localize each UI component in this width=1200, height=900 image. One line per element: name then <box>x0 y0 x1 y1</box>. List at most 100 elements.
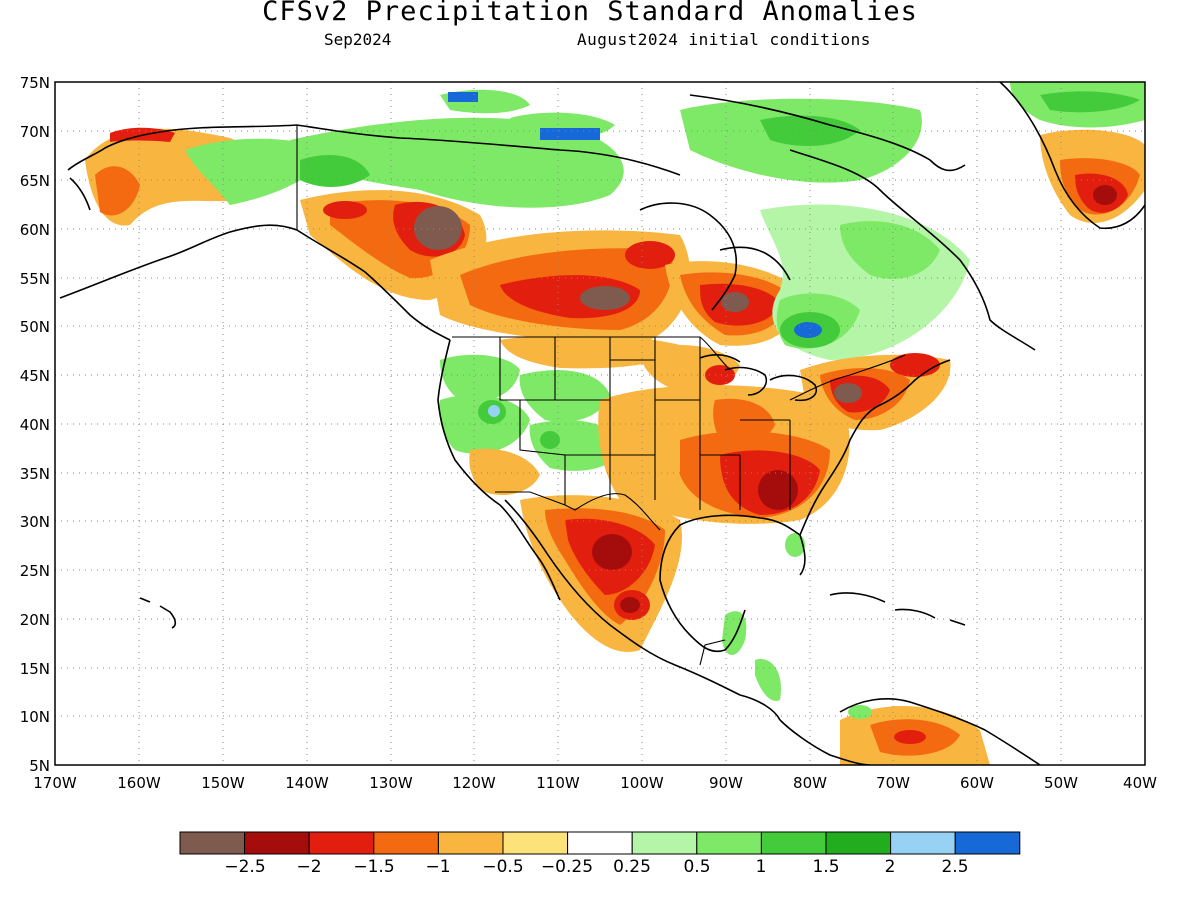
coastlines <box>59 82 1145 765</box>
anomaly-alaska-wet <box>185 138 330 205</box>
legend-swatch <box>244 831 310 855</box>
lat-label: 60N <box>20 221 50 239</box>
lon-label: 100W <box>620 774 664 792</box>
coastline-hawaii <box>139 597 177 629</box>
legend-label: −2 <box>296 857 321 877</box>
lon-label: 160W <box>117 774 161 792</box>
lat-label: 5N <box>29 757 50 775</box>
lat-label: 25N <box>20 562 50 580</box>
legend-label: −2.5 <box>224 857 265 877</box>
anomaly-manitoba-red <box>625 241 675 269</box>
legend-swatch <box>825 831 892 855</box>
legend-swatch <box>179 831 246 855</box>
lon-label: 80W <box>793 774 827 792</box>
legend-swatches <box>179 831 1021 855</box>
coastline-central-america <box>779 719 871 765</box>
lat-label: 35N <box>20 465 50 483</box>
map-frame <box>54 81 1146 766</box>
lat-label: 15N <box>20 660 50 678</box>
anomaly-quebec-wet-blue <box>794 322 822 338</box>
legend-swatch <box>954 831 1021 855</box>
anomaly-arctic-blue-2 <box>448 92 478 102</box>
lat-label: 10N <box>20 708 50 726</box>
lat-label: 50N <box>20 318 50 336</box>
coastline-hudson-bay <box>639 202 791 311</box>
legend-swatch <box>631 831 698 855</box>
coastline-south-america <box>839 698 1041 765</box>
coastline-greenland <box>999 82 1145 230</box>
border-mexico-guatemala <box>699 639 726 666</box>
political-borders <box>296 125 906 666</box>
legend-label: −1 <box>425 857 450 877</box>
legend-label: −1.5 <box>353 857 394 877</box>
valid-month-label: Sep2024 <box>324 30 392 49</box>
coastline-mexico-west <box>499 499 741 696</box>
anomaly-prairies-dry-core <box>580 286 630 310</box>
anomaly-canada-north-wet-core <box>300 155 370 187</box>
lon-label: 90W <box>709 774 743 792</box>
anomaly-southeast-dry-darkred <box>758 470 798 510</box>
lon-label: 70W <box>876 774 910 792</box>
anomaly-yukon-red <box>323 201 367 219</box>
lat-label: 75N <box>20 74 50 92</box>
anomaly-greenland-wet-mid <box>1040 91 1140 113</box>
legend-label: 2.5 <box>941 857 968 877</box>
legend-label: −0.5 <box>482 857 523 877</box>
anomaly-nw-canada-dry-core <box>414 206 462 250</box>
anomaly-labrador-wet <box>840 221 940 279</box>
lat-label: 70N <box>20 123 50 141</box>
longitude-labels: 170W 160W 150W 140W 130W 120W 110W 100W … <box>33 774 1157 792</box>
lon-label: 40W <box>1123 774 1157 792</box>
map-plot-area <box>54 81 1146 766</box>
legend-label: −0.25 <box>541 857 593 877</box>
anomaly-rockies-wet <box>519 370 610 422</box>
lon-label: 110W <box>536 774 580 792</box>
anomaly-ontario-dry-core <box>721 292 749 312</box>
lon-label: 150W <box>201 774 245 792</box>
state-lines <box>499 337 791 510</box>
map-title: CFSv2 Precipitation Standard Anomalies <box>262 0 918 27</box>
anomaly-greenland-south-dry-darkred <box>1093 185 1117 205</box>
anomaly-great-basin-wet <box>439 395 530 454</box>
lat-label: 65N <box>20 172 50 190</box>
legend-label: 0.25 <box>613 857 651 877</box>
border-us-mexico <box>495 491 661 531</box>
lon-label: 170W <box>33 774 77 792</box>
coastline-canada-west <box>296 229 451 341</box>
anomaly-california-dry <box>469 448 540 495</box>
legend-swatch <box>760 831 827 855</box>
lon-label: 50W <box>1044 774 1078 792</box>
coastline-us-east <box>799 359 951 576</box>
anomaly-southwest-wet-core <box>540 431 560 449</box>
init-conditions-label: August2024 initial conditions <box>577 30 871 49</box>
lat-label: 40N <box>20 416 50 434</box>
coastline-baffin <box>689 94 966 172</box>
legend-label: 2 <box>885 857 896 877</box>
coastline-alaska <box>59 124 298 299</box>
legend-swatch <box>890 831 956 855</box>
coastline-canada-arctic <box>296 124 681 176</box>
lat-label: 55N <box>20 270 50 288</box>
anomaly-s-america-wet <box>848 705 872 719</box>
coastline-labrador <box>789 149 1036 351</box>
color-legend: −2.5 −2 −1.5 −1 −0.5 −0.25 0.25 0.5 1 1.… <box>179 831 1021 877</box>
lon-label: 130W <box>369 774 413 792</box>
latitude-labels: 75N 70N 65N 60N 55N 50N 45N 40N 35N 30N … <box>20 74 50 775</box>
anomaly-alaska-dry-core <box>95 166 140 216</box>
legend-swatch <box>567 831 633 855</box>
legend-swatch <box>502 831 569 855</box>
coastline-caribbean <box>829 592 966 626</box>
legend-swatch <box>696 831 762 855</box>
lon-label: 120W <box>452 774 496 792</box>
anomaly-arctic-blue-1 <box>540 128 600 140</box>
legend-label: 0.5 <box>683 857 710 877</box>
lat-label: 20N <box>20 611 50 629</box>
anomaly-mexico-dry-darkred <box>592 534 632 570</box>
anomaly-ohio-valley-dry <box>713 398 775 445</box>
anomaly-central-america-wet <box>755 659 781 701</box>
anomaly-florida-wet <box>785 533 805 557</box>
legend-swatch <box>308 831 375 855</box>
lon-label: 60W <box>960 774 994 792</box>
legend-label: 1 <box>756 857 767 877</box>
